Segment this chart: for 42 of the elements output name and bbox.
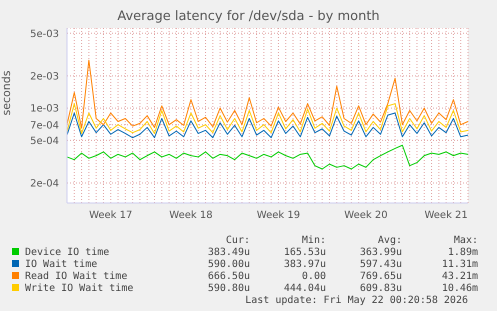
y-tick-label: 2e-04: [30, 178, 59, 190]
text: 11.31m: [440, 258, 478, 270]
line-series: [66, 60, 468, 129]
text: 444.04u: [282, 282, 326, 294]
line-series: [66, 144, 468, 170]
legend-label: Write IO Wait time: [24, 282, 134, 294]
y-axis-title: seconds: [0, 70, 13, 116]
y-tick-label: 5e-03: [30, 28, 59, 40]
legend-label: IO Wait time: [24, 258, 98, 270]
text: Last update: Fri May 22 00:20:58 2026: [245, 295, 468, 306]
text: 597.43u: [358, 258, 402, 270]
text: 609.83u: [358, 282, 402, 294]
legend-label: Device IO time: [24, 246, 110, 258]
text: 590.00u: [206, 258, 250, 270]
text: 383.97u: [282, 258, 326, 270]
text: Max:: [452, 234, 478, 246]
line-series: [66, 112, 468, 138]
text: 666.50u: [206, 270, 250, 282]
y-tick-label: 1e-03: [30, 104, 59, 115]
x-tick-label: Week 21: [424, 210, 468, 222]
line-series: [66, 103, 468, 134]
y-tick-label: 7e-04: [30, 120, 59, 132]
text: 165.53u: [282, 246, 326, 258]
chart-title: Average latency for /dev/sda - by month: [116, 9, 381, 24]
y-tick-label: 2e-03: [30, 71, 59, 82]
text: 383.49u: [206, 246, 250, 258]
text: Min:: [300, 234, 326, 246]
text: 43.21m: [440, 270, 478, 282]
text: 0.00: [300, 270, 326, 282]
text: 769.65u: [358, 270, 402, 282]
x-tick-label: Week 19: [256, 210, 300, 222]
text: 1.89m: [446, 246, 478, 258]
text: 590.80u: [206, 282, 250, 294]
legend-label: Read IO Wait time: [24, 270, 128, 282]
y-tick-label: 5e-04: [30, 136, 59, 147]
text: Cur:: [224, 234, 250, 246]
x-tick-label: Week 18: [169, 210, 213, 222]
text: 10.46m: [440, 282, 478, 294]
x-tick-label: Week 17: [89, 210, 132, 222]
text: 363.99u: [358, 246, 402, 258]
x-tick-label: Week 20: [344, 210, 388, 222]
text: Avg:: [376, 234, 402, 246]
